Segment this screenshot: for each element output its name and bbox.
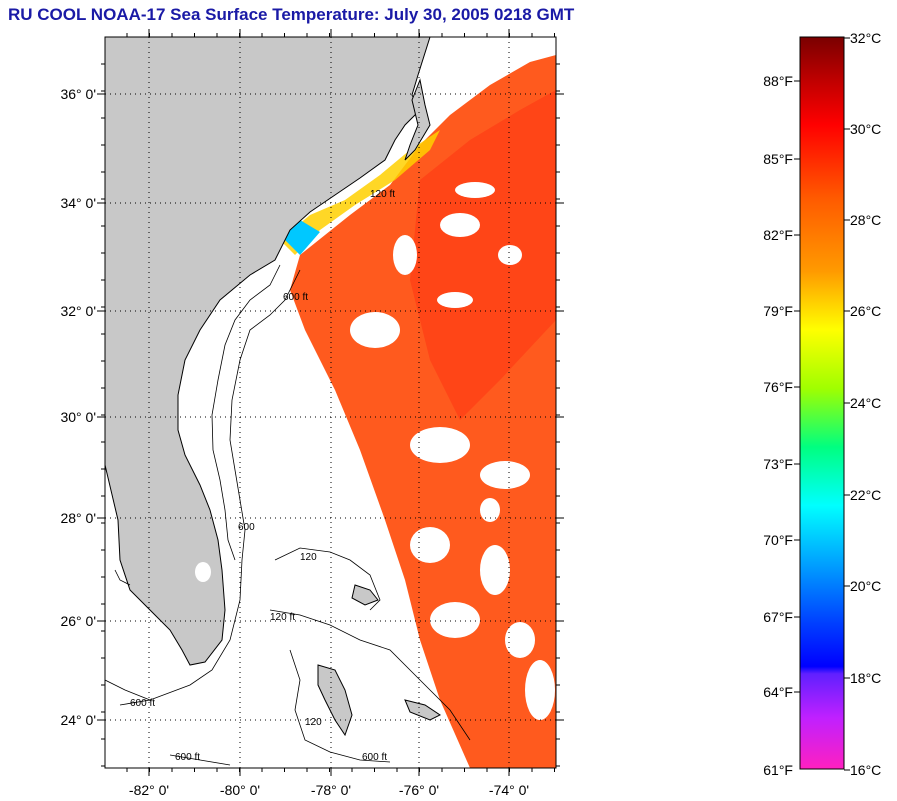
contour-label: 120 [305, 717, 322, 728]
sst-cool-nearshore [280, 130, 440, 255]
cbar-f-64: 64°F [763, 684, 793, 700]
cbar-f-82: 82°F [763, 227, 793, 243]
cbar-c-16: 16°C [850, 762, 881, 778]
cbar-c-26: 26°C [850, 303, 881, 319]
contour-label: 120 ft [370, 189, 395, 200]
cbar-c-28: 28°C [850, 212, 881, 228]
cbar-f-85: 85°F [763, 151, 793, 167]
lat-label-32: 32° 0' [60, 303, 96, 319]
lon-label-74: -74° 0' [489, 782, 529, 798]
contour-label: 120 ft [270, 612, 295, 623]
cbar-c-18: 18°C [850, 670, 881, 686]
cbar-f-73: 73°F [763, 456, 793, 472]
contour-labels: 120 ft 600 ft 120 600 600 ft 120 600 ft … [130, 189, 395, 763]
chart-title: RU COOL NOAA-17 Sea Surface Temperature:… [8, 5, 575, 24]
lat-label-34: 34° 0' [60, 195, 96, 211]
contour-label: 600 ft [283, 292, 308, 303]
cbar-f-79: 79°F [763, 303, 793, 319]
colorbar [799, 36, 845, 770]
colorbar-fahrenheit-labels: 88°F 85°F 82°F 79°F 76°F 73°F 70°F 67°F … [763, 73, 793, 778]
lat-label-30: 30° 0' [60, 409, 96, 425]
contour-label: 120 [300, 552, 317, 563]
contour-label: 600 ft [175, 752, 200, 763]
lat-label-36: 36° 0' [60, 86, 96, 102]
colorbar-celsius-labels: 32°C 30°C 28°C 26°C 24°C 22°C 20°C 18°C … [850, 30, 881, 778]
cbar-c-20: 20°C [850, 578, 881, 594]
lon-label-82: -82° 0' [129, 782, 169, 798]
contour-label: 600 [238, 522, 255, 533]
cloud-gaps [350, 182, 555, 720]
land-outer-banks [404, 78, 431, 161]
cbar-f-61: 61°F [763, 762, 793, 778]
lat-labels: 24° 0' 26° 0' 28° 0' 30° 0' 32° 0' 34° 0… [60, 86, 96, 728]
cbar-c-32: 32°C [850, 30, 881, 46]
cbar-f-76: 76°F [763, 379, 793, 395]
contour-label: 600 ft [362, 752, 387, 763]
lon-label-80: -80° 0' [220, 782, 260, 798]
contour-label: 600 ft [130, 698, 155, 709]
cbar-c-30: 30°C [850, 121, 881, 137]
cbar-f-67: 67°F [763, 609, 793, 625]
colorbar-ticks [794, 37, 850, 771]
lake-okeechobee [195, 562, 211, 582]
axis-ticks [97, 29, 564, 776]
cbar-f-88: 88°F [763, 73, 793, 89]
lon-labels: -82° 0' -80° 0' -78° 0' -76° 0' -74° 0' [129, 782, 529, 798]
bathymetry-contours [105, 264, 471, 766]
graticule [105, 37, 556, 768]
cbar-c-22: 22°C [850, 487, 881, 503]
cbar-f-70: 70°F [763, 532, 793, 548]
land-bahamas [317, 584, 441, 737]
lat-label-24: 24° 0' [60, 712, 96, 728]
lat-label-28: 28° 0' [60, 510, 96, 526]
cbar-c-24: 24°C [850, 395, 881, 411]
lon-label-76: -76° 0' [399, 782, 439, 798]
sst-warm-band [410, 90, 556, 420]
lat-label-26: 26° 0' [60, 613, 96, 629]
lon-label-78: -78° 0' [311, 782, 351, 798]
land-mainland [105, 37, 431, 666]
